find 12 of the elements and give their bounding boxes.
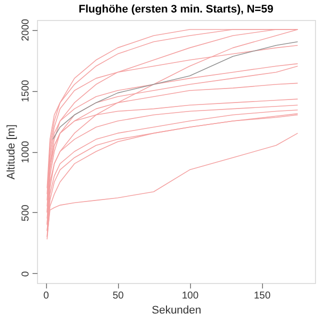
x-tick-label: 50 xyxy=(112,290,124,302)
y-axis-title: Altitude [m] xyxy=(6,124,18,180)
x-axis-title: Sekunden xyxy=(152,304,202,316)
chart-title: Flughöhe (ersten 3 min. Starts), N=59 xyxy=(78,3,274,16)
y-tick-label: 1500 xyxy=(20,79,32,102)
y-tick-label: 1000 xyxy=(20,140,32,164)
y-tick-label: 0 xyxy=(20,270,32,277)
y-tick-label: 2000 xyxy=(20,18,32,42)
x-tick-label: 0 xyxy=(43,290,50,302)
x-tick-label: 100 xyxy=(182,290,199,302)
x-tick-label: 150 xyxy=(254,290,271,302)
y-tick-label: 500 xyxy=(20,204,32,222)
